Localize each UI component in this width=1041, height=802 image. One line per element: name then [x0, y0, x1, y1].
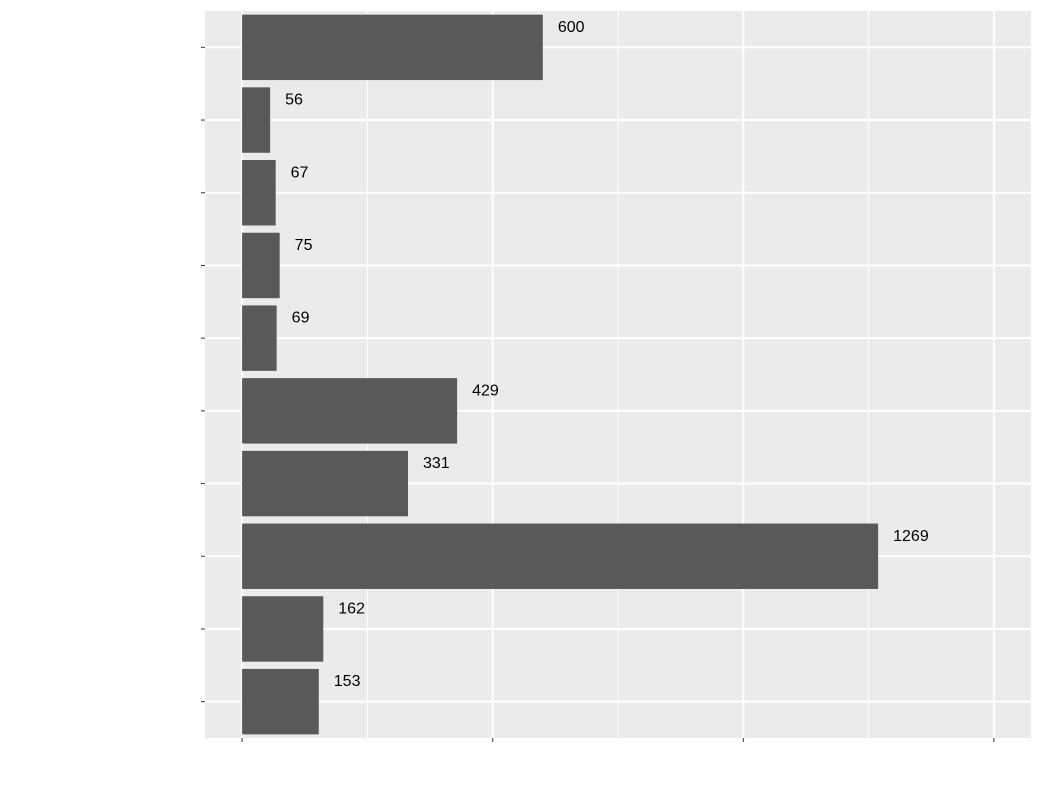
bar: [242, 523, 879, 589]
bar: [242, 14, 543, 81]
value-label: 153: [334, 673, 361, 690]
value-label: 67: [291, 164, 309, 181]
value-label: 1269: [893, 528, 929, 545]
bar: [242, 378, 458, 444]
value-label: 600: [558, 19, 585, 36]
value-label: 69: [292, 310, 310, 327]
value-label: 429: [472, 382, 499, 399]
value-label: 56: [285, 92, 303, 109]
value-label: 162: [338, 600, 365, 617]
value-label: 75: [295, 237, 313, 254]
bar: [242, 160, 276, 226]
value-label: 331: [423, 455, 450, 472]
bar: [242, 232, 280, 299]
bar: [242, 87, 271, 153]
bar: [242, 596, 324, 662]
bar: [242, 668, 319, 735]
bar: [242, 305, 277, 371]
bar: [242, 450, 408, 517]
